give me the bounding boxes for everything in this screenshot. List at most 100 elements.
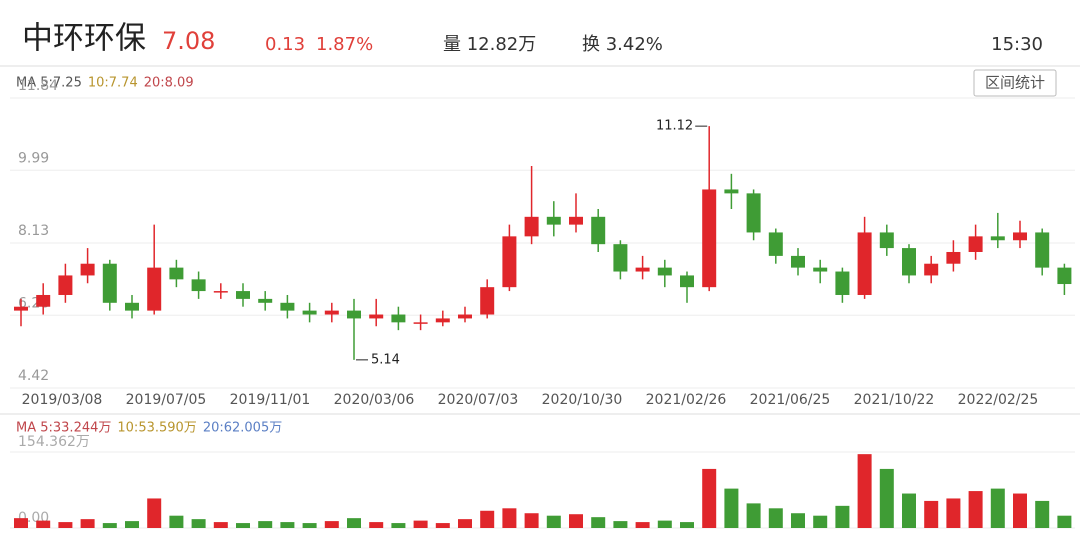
candle-body <box>236 291 250 299</box>
low-annotation: 5.14 <box>371 352 400 367</box>
volume-bar <box>169 515 184 528</box>
candle-body <box>946 251 961 264</box>
price-change: 0.13 <box>265 34 305 55</box>
volume-bar <box>435 523 450 528</box>
y-tick-label: 8.13 <box>18 223 49 239</box>
candle-body <box>613 244 628 272</box>
volume-bar <box>191 519 206 528</box>
candle-body <box>258 298 273 303</box>
volume-bar <box>324 521 339 528</box>
volume-bar <box>813 515 828 528</box>
candle-body <box>924 263 939 276</box>
volume-bar <box>347 518 361 528</box>
legend-entry: MA 5:33.244万 <box>16 421 111 436</box>
volume-bar <box>569 514 583 528</box>
candle-body <box>702 189 717 288</box>
volume-bar <box>1057 515 1072 528</box>
volume-bar <box>147 498 162 528</box>
volume-bar <box>924 500 939 528</box>
candle-body <box>213 291 228 293</box>
volume-bar <box>125 521 139 528</box>
x-tick-label: 2021/06/25 <box>750 392 831 408</box>
range-stats-button[interactable] <box>973 69 1057 97</box>
volume-bar <box>213 522 228 528</box>
x-tick-label: 2020/07/03 <box>438 392 519 408</box>
volume-bar <box>1013 493 1027 528</box>
time: 15:30 <box>991 34 1043 55</box>
volume-bar <box>480 510 495 528</box>
volume-bar <box>702 468 717 528</box>
stock-name: 中环环保 <box>22 21 146 57</box>
volume-bar <box>524 513 539 528</box>
legend-entry: 20:8.09 <box>144 76 194 91</box>
candle-body <box>391 314 406 323</box>
candle-body <box>569 216 583 225</box>
volume-bar <box>613 521 628 528</box>
volume-bar <box>857 454 872 528</box>
volume-bar <box>58 522 73 528</box>
stock-price: 7.08 <box>162 27 215 55</box>
volume: 量 12.82万 <box>443 34 536 55</box>
legend-entry: MA 5:7.25 <box>16 76 82 91</box>
price-change-pct: 1.87% <box>316 34 373 55</box>
volume-bar <box>990 488 1005 528</box>
candle-body <box>591 216 606 245</box>
candle-body <box>458 314 472 319</box>
candle-body <box>635 267 650 272</box>
candle-body <box>813 267 828 272</box>
candle-body <box>835 271 850 295</box>
volume-bar <box>502 508 517 528</box>
candle-body <box>724 189 739 194</box>
x-tick-label: 2020/03/06 <box>334 392 415 408</box>
x-tick-label: 2020/10/30 <box>542 392 623 408</box>
legend-entry: 10:7.74 <box>88 76 138 91</box>
candle-body <box>169 267 184 280</box>
candle-body <box>879 232 894 249</box>
y-tick-label: 11.84 <box>18 78 58 94</box>
candle-body <box>147 267 162 311</box>
candle-body <box>324 310 339 315</box>
candle-body <box>502 236 517 288</box>
candle-body <box>657 267 672 276</box>
x-tick-label: 2021/10/22 <box>854 392 935 408</box>
volume-bar <box>236 523 250 528</box>
candle-body <box>36 294 51 307</box>
candle-body <box>746 193 761 233</box>
candle-body <box>1013 232 1027 241</box>
range-stats-label[interactable]: 区间统计 <box>985 74 1045 92</box>
y-tick-label: 9.99 <box>18 150 49 166</box>
turnover: 换 3.42% <box>582 34 663 55</box>
volume-bar <box>280 522 295 528</box>
candle-body <box>990 236 1005 241</box>
volume-bar <box>946 498 961 528</box>
volume-bar <box>902 493 916 528</box>
candle-body <box>1057 267 1072 285</box>
volume-bar <box>369 522 384 528</box>
candle-body <box>480 287 495 315</box>
x-tick-label: 2021/02/26 <box>646 392 727 408</box>
candle-body <box>524 216 539 237</box>
volume-bar <box>746 503 761 528</box>
volume-bar <box>302 523 317 528</box>
volume-bar <box>14 518 28 528</box>
candle-body <box>435 318 450 323</box>
candle-body <box>280 302 295 311</box>
volume-bar <box>791 513 805 528</box>
candle-body <box>302 310 317 315</box>
y-tick-label: 4.42 <box>18 368 49 384</box>
volume-bar <box>724 488 739 528</box>
volume-bar <box>102 523 117 528</box>
y-tick-label: 154.362万 <box>18 434 90 450</box>
x-tick-label: 2019/07/05 <box>126 392 207 408</box>
volume-bar <box>680 522 694 528</box>
candle-body <box>413 322 428 324</box>
volume-bar <box>968 491 983 528</box>
candle-body <box>680 275 694 288</box>
volume-bar <box>657 520 672 528</box>
candle-body <box>102 263 117 303</box>
legend-entry: 10:53.590万 <box>117 421 196 436</box>
volume-bar <box>391 523 406 528</box>
legend-entry: 20:62.005万 <box>203 421 282 436</box>
volume-bar <box>768 508 783 528</box>
